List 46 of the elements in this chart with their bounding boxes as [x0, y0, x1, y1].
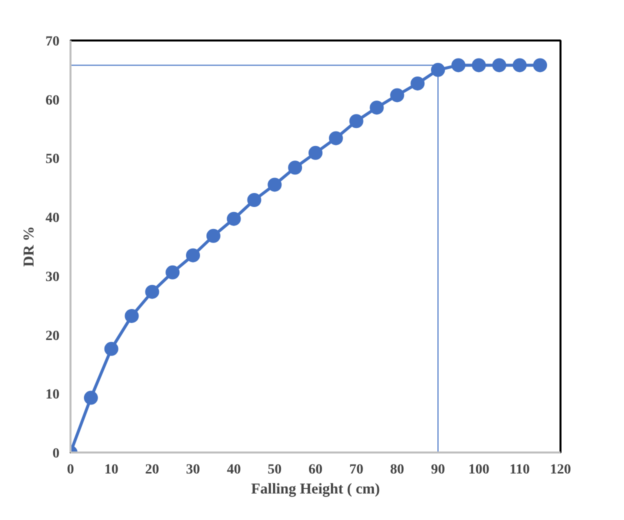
point	[166, 265, 180, 280]
point	[124, 308, 139, 323]
point	[472, 58, 486, 72]
x-tick-label: 60	[308, 462, 322, 478]
y-tick-label: 20	[46, 328, 60, 344]
point	[390, 88, 404, 102]
point	[186, 248, 200, 262]
point	[288, 160, 302, 175]
point	[104, 342, 118, 356]
y-tick-label: 40	[46, 211, 60, 226]
x-axis-title: Falling Height ( cm)	[251, 482, 380, 498]
point	[268, 178, 282, 192]
point	[145, 284, 160, 299]
point	[226, 212, 241, 226]
point	[370, 100, 384, 115]
point	[410, 76, 425, 90]
x-tick-label: 100	[468, 462, 490, 478]
y-axis-title: DR %	[22, 226, 38, 267]
point	[247, 193, 262, 207]
x-tick-label: 40	[226, 462, 241, 478]
point	[206, 228, 220, 243]
point	[349, 114, 364, 128]
y-tick-label: 70	[46, 34, 60, 50]
x-tick-label: 120	[550, 462, 571, 478]
point	[328, 131, 343, 146]
y-tick-label: 10	[46, 388, 60, 403]
point	[492, 58, 506, 72]
x-tick-label: 10	[104, 462, 118, 478]
point	[512, 58, 527, 72]
x-tick-label: 30	[186, 462, 200, 478]
point	[451, 58, 466, 72]
x-tick-label: 110	[510, 462, 530, 478]
y-tick-label: 30	[46, 270, 60, 285]
x-tick-label: 20	[145, 462, 160, 478]
x-tick-label: 80	[390, 462, 404, 478]
x-tick-label: 50	[268, 462, 282, 478]
y-tick-label: 60	[46, 93, 60, 108]
x-tick-label: 0	[67, 462, 74, 478]
y-tick-label: 50	[46, 152, 60, 168]
point	[431, 62, 445, 77]
x-tick-label: 90	[431, 462, 445, 478]
point	[308, 146, 322, 160]
x-tick-label: 70	[349, 462, 364, 478]
y-tick-label: 0	[52, 446, 60, 462]
point	[84, 390, 98, 405]
point	[533, 58, 548, 72]
